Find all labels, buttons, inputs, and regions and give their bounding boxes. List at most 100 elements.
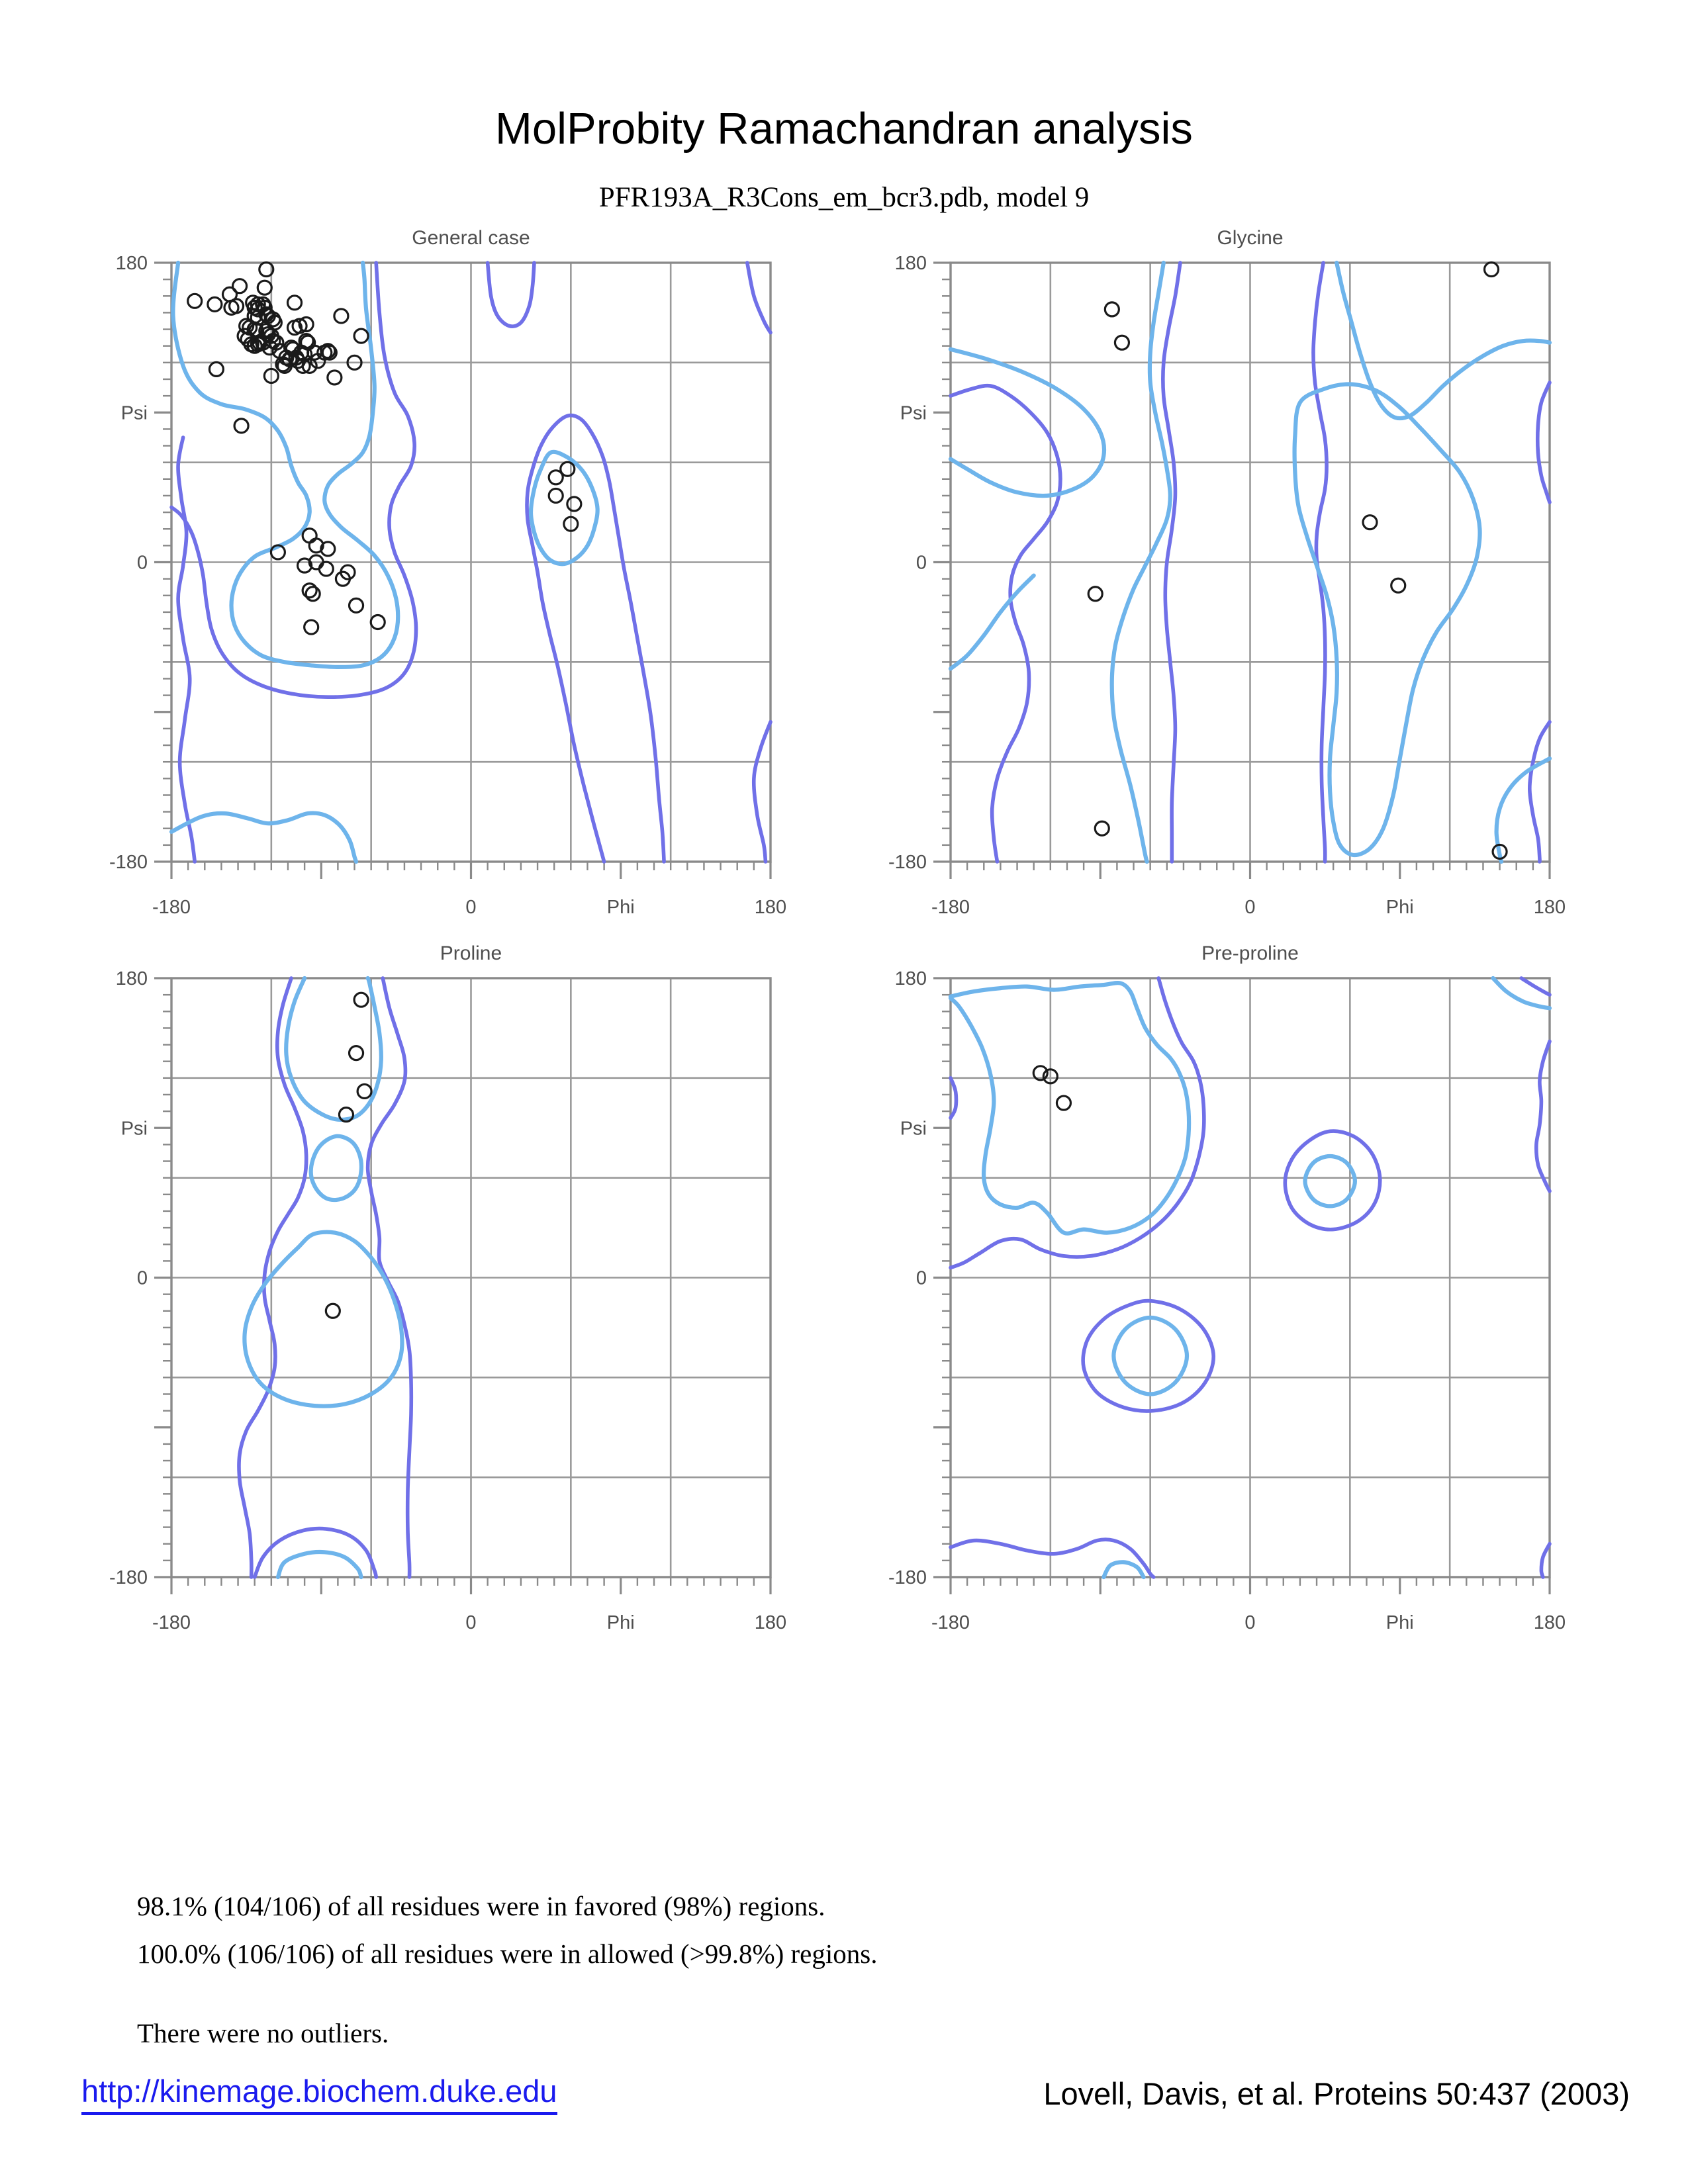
y-axis-label-180: 180: [895, 968, 927, 989]
data-point: [283, 340, 300, 356]
allowed-contour: [1536, 381, 1552, 504]
allowed-contour: [485, 261, 536, 328]
plot-title: Proline: [440, 942, 502, 964]
favored-contour: [948, 981, 1192, 1236]
favored-contour: [528, 449, 600, 567]
x-axis-label--180: -180: [931, 897, 970, 918]
data-point: [353, 991, 369, 1008]
allowed-contour: [1283, 1129, 1382, 1232]
data-point: [320, 541, 336, 557]
allowed-contour: [949, 976, 1206, 1270]
data-point: [356, 1083, 373, 1100]
allowed-contour: [237, 976, 308, 1579]
allowed-contour: [169, 261, 418, 699]
favored-contour: [1109, 260, 1172, 864]
y-axis-label-0: 0: [137, 1268, 148, 1289]
plot-title: Pre-proline: [1201, 942, 1299, 964]
allowed-contour: [751, 720, 773, 864]
data-point: [1055, 1095, 1072, 1111]
x-axis-label-0: 0: [465, 1612, 476, 1633]
y-axis-label-180: 180: [116, 968, 148, 989]
favored-contour: [284, 976, 383, 1122]
data-point: [369, 614, 386, 631]
data-point: [1087, 586, 1103, 602]
kinemage-link[interactable]: http://kinemage.biochem.duke.edu: [81, 2073, 557, 2115]
allowed-contour: [1081, 1298, 1216, 1413]
data-point: [348, 597, 365, 614]
x-axis-label-180: 180: [1534, 1612, 1566, 1633]
x-axis-label-0: 0: [1244, 897, 1255, 918]
allowed-contour: [1519, 976, 1552, 997]
data-point: [298, 316, 314, 333]
data-point: [348, 1045, 365, 1062]
data-point: [1483, 261, 1500, 278]
favored-contour: [169, 811, 359, 864]
x-axis-label--180: -180: [152, 1612, 191, 1633]
x-axis-label-180: 180: [755, 1612, 786, 1633]
data-point: [297, 557, 313, 574]
x-axis-label-0: 0: [1244, 1612, 1255, 1633]
allowed-contour: [1161, 261, 1182, 864]
allowed-contour: [365, 976, 414, 1579]
data-point: [346, 354, 363, 371]
favored-contour: [275, 1549, 363, 1580]
data-point: [324, 1302, 341, 1319]
data-point: [231, 278, 248, 295]
summary-block: 98.1% (104/106) of all residues were in …: [137, 1890, 877, 2065]
favored-contour: [948, 573, 1036, 671]
data-point: [338, 1107, 355, 1123]
favored-contour: [242, 1230, 404, 1408]
data-point: [321, 344, 338, 361]
data-point: [1491, 843, 1508, 860]
y-axis-label-psi: Psi: [121, 402, 148, 424]
summary-outliers: There were no outliers.: [137, 2018, 389, 2048]
favored-contour: [1491, 976, 1552, 1011]
data-point: [298, 333, 314, 349]
data-point: [291, 318, 308, 334]
data-point: [320, 343, 336, 359]
allowed-contour: [1528, 720, 1552, 864]
data-point: [547, 469, 564, 486]
y-axis-label-0: 0: [916, 1268, 927, 1289]
y-axis-label-0: 0: [916, 553, 927, 574]
favored-contour: [1292, 382, 1482, 858]
data-point: [263, 367, 279, 385]
citation-text: Lovell, Davis, et al. Proteins 50:437 (2…: [1043, 2076, 1630, 2111]
ramachandran-plots: General case 180 Psi 0 -180 -180 0 Phi 180 Glycin…: [109, 227, 1566, 1633]
favored-contour: [1102, 1560, 1146, 1580]
summary-favored: 98.1% (104/106) of all residues were in …: [137, 1891, 825, 1921]
favored-contour: [1494, 756, 1552, 864]
favored-contour: [948, 347, 1107, 498]
page-subtitle: PFR193A_R3Cons_em_bcr3.pdb, model 9: [598, 182, 1090, 213]
data-point: [295, 357, 311, 374]
data-point: [1032, 1065, 1049, 1081]
allowed-contour: [176, 435, 197, 864]
allowed-contour: [252, 1526, 378, 1579]
data-point: [318, 561, 334, 577]
plot-pre-proline: Pre-proline 180 Psi 0 -180 -180 0 Phi 180: [888, 942, 1566, 1633]
data-point: [308, 537, 324, 554]
allowed-contour: [949, 1076, 959, 1120]
data-point: [1362, 514, 1378, 531]
plot-title: General case: [412, 227, 530, 249]
data-point: [303, 619, 320, 635]
data-point: [301, 357, 318, 374]
data-point: [256, 279, 273, 296]
data-point: [281, 351, 298, 367]
y-axis-label--180: -180: [109, 852, 148, 873]
data-point: [187, 293, 203, 309]
favored-contour: [308, 1134, 363, 1203]
data-point: [1094, 820, 1110, 837]
allowed-contour: [525, 413, 666, 864]
data-point: [1113, 334, 1131, 351]
y-axis-label--180: -180: [888, 852, 927, 873]
data-point: [1103, 301, 1120, 318]
allowed-contour: [949, 383, 1062, 864]
data-point: [334, 570, 352, 587]
data-point: [326, 369, 343, 386]
y-axis-label--180: -180: [888, 1567, 927, 1588]
data-point: [301, 527, 318, 544]
allowed-contour: [1534, 1039, 1552, 1193]
allowed-contour: [745, 261, 773, 335]
data-point: [566, 496, 583, 512]
